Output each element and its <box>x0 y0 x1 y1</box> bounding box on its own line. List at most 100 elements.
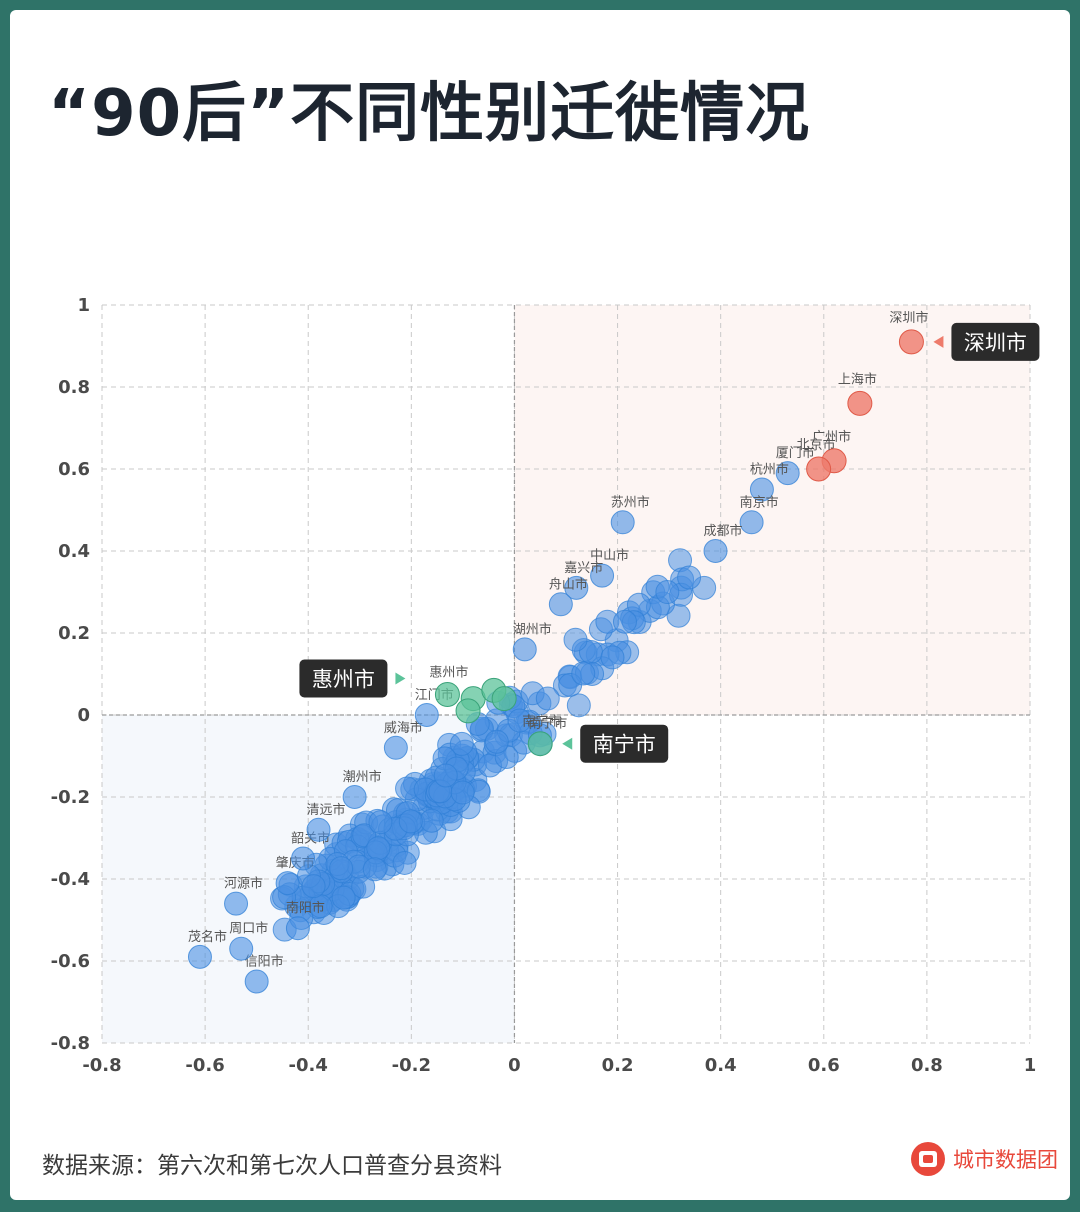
y-tick-label: -0.2 <box>51 787 90 808</box>
y-tick-label: 0.4 <box>58 541 90 562</box>
brand-icon <box>911 1142 945 1176</box>
y-tick-label: 0.2 <box>58 623 90 644</box>
point-label: 南宁市 <box>528 716 567 732</box>
point-label: 杭州市 <box>750 462 789 478</box>
blue-point <box>331 885 356 910</box>
callout-box <box>951 322 1040 361</box>
y-tick-label: 0.6 <box>58 459 90 480</box>
blue-point-labeled <box>224 891 249 916</box>
x-tick-label: -0.4 <box>289 1055 328 1076</box>
green-point <box>434 682 460 707</box>
blue-point <box>677 565 702 590</box>
point-label: 惠州市 <box>429 665 468 681</box>
blue-point <box>507 708 532 733</box>
point-label: 北京市 <box>797 437 836 453</box>
green-point <box>491 686 517 712</box>
point-label: 南宁市 <box>522 714 561 730</box>
point-label: 中山市 <box>590 548 629 564</box>
green-point <box>527 731 553 757</box>
x-tick-label: 0 <box>508 1055 521 1076</box>
x-tick-label: -0.2 <box>392 1055 431 1076</box>
callout-arrow <box>562 737 573 750</box>
point-label: 河源市 <box>224 876 263 892</box>
x-tick-label: -0.6 <box>185 1055 224 1076</box>
y-tick-label: -0.6 <box>51 951 90 972</box>
blue-point <box>392 850 417 875</box>
blue-point <box>484 729 509 754</box>
point-label: 潮州市 <box>343 769 382 785</box>
blue-point-labeled <box>306 817 331 842</box>
blue-point <box>362 857 387 882</box>
x-tick-label: 0.8 <box>911 1055 943 1076</box>
blue-point-labeled <box>739 510 764 535</box>
blue-point <box>655 580 680 605</box>
blue-point-labeled <box>590 563 615 588</box>
point-label: 嘉兴市 <box>564 560 603 576</box>
point-label: 成都市 <box>704 523 743 539</box>
blue-point-labeled <box>548 592 573 617</box>
blue-point-labeled <box>749 477 774 502</box>
brand-logo-block: 城市数据团 <box>911 1142 1058 1176</box>
point-label: 苏州市 <box>611 494 650 510</box>
blue-point <box>566 693 591 718</box>
point-label: 清远市 <box>307 802 346 818</box>
callout-label: 深圳市 <box>964 331 1027 355</box>
green-point <box>455 698 481 724</box>
blue-point <box>329 856 354 881</box>
blue-point <box>449 731 474 756</box>
point-label: 威海市 <box>384 720 423 736</box>
point-label: 上海市 <box>838 371 877 387</box>
callout-label: 惠州市 <box>312 668 375 692</box>
point-label: 周口市 <box>229 921 268 937</box>
blue-point <box>600 645 625 670</box>
blue-point <box>419 808 444 833</box>
y-tick-label: 0 <box>77 705 90 726</box>
point-label: 深圳市 <box>889 310 928 326</box>
grid-lines <box>101 304 1031 1044</box>
red-point <box>898 329 924 355</box>
blue-point <box>398 809 423 834</box>
blue-point <box>433 763 458 788</box>
callout-arrow <box>395 672 406 685</box>
point-label: 南阳市 <box>286 900 325 916</box>
brand-name: 城市数据团 <box>953 1148 1058 1172</box>
callout-box <box>299 659 388 698</box>
blue-point-labeled <box>775 461 800 486</box>
blue-point <box>366 836 391 861</box>
blue-point <box>535 686 560 711</box>
point-label: 广州市 <box>812 429 851 445</box>
blue-point-labeled <box>244 969 269 994</box>
x-tick-label: 1 <box>1024 1055 1037 1076</box>
y-tick-label: -0.8 <box>51 1033 90 1054</box>
point-label: 舟山市 <box>549 576 588 592</box>
point-label: 厦门市 <box>776 445 815 461</box>
blue-point-labeled <box>229 936 254 961</box>
y-tick-label: -0.4 <box>51 869 90 890</box>
blue-point-labeled <box>291 846 316 871</box>
blue-point-labeled <box>383 735 408 760</box>
y-tick-label: 0.8 <box>58 377 90 398</box>
blue-point <box>450 780 475 805</box>
callout-arrow <box>933 335 944 348</box>
point-label: 南京市 <box>740 494 779 510</box>
red-point <box>847 390 873 416</box>
x-tick-label: 0.2 <box>602 1055 634 1076</box>
blue-point <box>301 874 326 899</box>
x-tick-label: 0.4 <box>705 1055 737 1076</box>
callout-box <box>580 724 669 763</box>
point-label: 湖州市 <box>513 621 552 637</box>
x-tick-label: -0.8 <box>82 1055 121 1076</box>
data-source-note: 数据来源：第六次和第七次人口普查分县资料 <box>42 1153 502 1179</box>
blue-point-labeled <box>342 785 367 809</box>
blue-point-labeled <box>512 637 537 662</box>
x-tick-label: 0.6 <box>808 1055 840 1076</box>
callout-label: 南宁市 <box>593 733 656 757</box>
blue-point <box>612 609 637 634</box>
chart-title: “90后”不同性别迁徙情况 <box>48 77 811 151</box>
blue-point-labeled <box>414 703 439 727</box>
y-tick-label: 1 <box>77 295 90 316</box>
point-label: 茂名市 <box>188 929 227 945</box>
blue-point-labeled <box>275 871 300 896</box>
blue-point-labeled <box>187 944 212 969</box>
